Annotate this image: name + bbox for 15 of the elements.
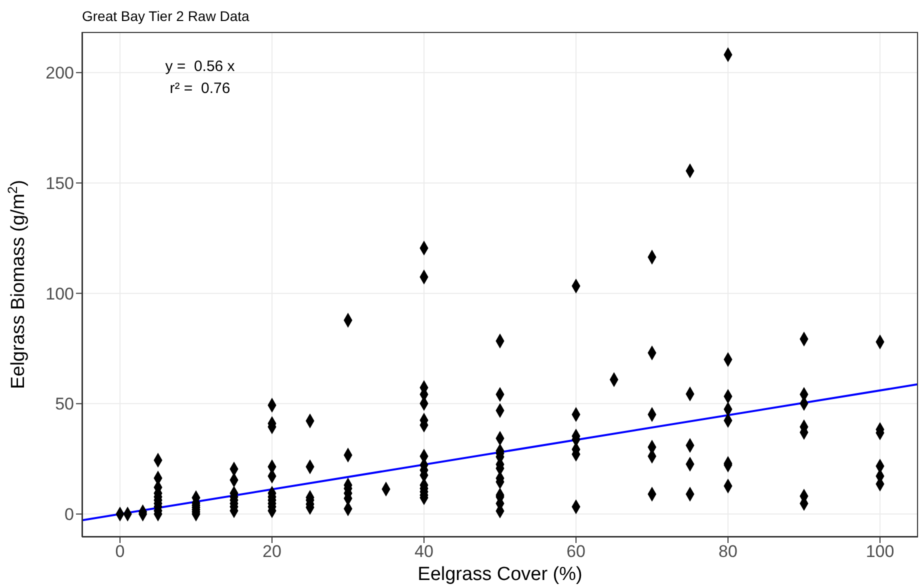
annotation: y = 0.56 x: [164, 58, 236, 75]
y-tick-label: 100: [46, 284, 74, 304]
annotation: r² = 0.76: [168, 80, 232, 97]
y-tick-label: 0: [64, 505, 74, 524]
chart-title: Great Bay Tier 2 Raw Data: [82, 8, 250, 24]
y-tick-label: 150: [46, 174, 74, 194]
x-tick-label: 100: [866, 542, 894, 562]
x-tick-label: 80: [718, 542, 738, 562]
x-tick-label: 60: [566, 542, 586, 562]
x-axis-title: Eelgrass Cover (%): [418, 564, 582, 585]
x-tick-label: 0: [115, 542, 125, 562]
y-tick-label: 200: [46, 64, 74, 83]
y-tick-label: 50: [55, 394, 74, 414]
x-tick-label: 40: [414, 542, 434, 562]
x-tick-label: 20: [262, 542, 282, 562]
